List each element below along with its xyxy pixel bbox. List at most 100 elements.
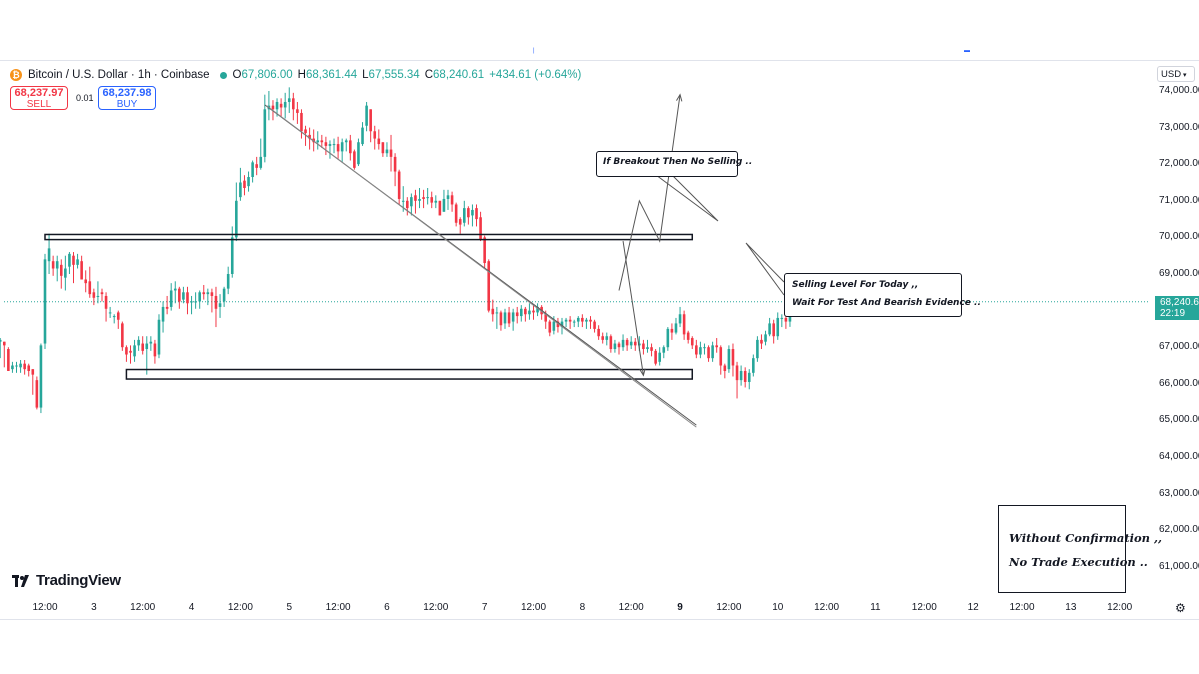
candle-body bbox=[731, 349, 735, 366]
candle-body bbox=[121, 323, 124, 348]
candle-body bbox=[479, 217, 482, 240]
candle-body bbox=[756, 339, 759, 359]
candle-body bbox=[434, 200, 438, 203]
candle-body bbox=[617, 343, 621, 348]
candle-body bbox=[381, 142, 385, 154]
candle-body bbox=[165, 306, 169, 309]
ohlc-values: O67,806.00 H68,361.44 L67,555.34 C68,240… bbox=[233, 69, 582, 81]
time-tick-label: 9 bbox=[677, 602, 683, 613]
candle-body bbox=[475, 208, 478, 220]
selling-note-pointer bbox=[745, 242, 785, 296]
price-tick-label: 69,000.00 bbox=[1159, 268, 1199, 279]
candle-body bbox=[589, 319, 592, 322]
low-key: L bbox=[362, 69, 369, 81]
candle-body bbox=[320, 140, 324, 143]
candle-body bbox=[279, 103, 283, 108]
rejection-path bbox=[622, 240, 644, 376]
candle-body bbox=[654, 350, 657, 364]
selling-note-line-2: Wait For Test And Bearish Evidence .. bbox=[792, 298, 981, 308]
candle-body bbox=[88, 281, 92, 295]
candle-body bbox=[186, 292, 189, 304]
candle-body bbox=[638, 343, 641, 346]
candle-body bbox=[19, 363, 22, 368]
time-tick-label: 4 bbox=[188, 602, 195, 613]
candle-body bbox=[776, 317, 780, 337]
candle-body bbox=[719, 347, 723, 366]
candle-body bbox=[198, 292, 201, 302]
candle-body bbox=[55, 261, 59, 269]
symbol-title[interactable]: Bitcoin / U.S. Dollar · 1h · Coinbase bbox=[28, 69, 210, 81]
candle-body bbox=[64, 268, 67, 278]
last-price-value: 68,240.61 bbox=[1160, 297, 1199, 308]
candle-body bbox=[487, 261, 491, 311]
candle-body bbox=[397, 171, 401, 199]
high-key: H bbox=[297, 69, 306, 81]
time-tick-label: 12:00 bbox=[130, 602, 156, 613]
spread-value: 0.01 bbox=[76, 93, 94, 103]
close-value: 68,240.61 bbox=[433, 69, 485, 81]
candle-body bbox=[31, 369, 35, 375]
top-bar: | ▬ bbox=[0, 0, 1199, 60]
time-tick-label: 12:00 bbox=[325, 602, 351, 613]
currency-selector[interactable]: USD ▾ bbox=[1157, 66, 1195, 82]
candle-body bbox=[784, 317, 788, 322]
sell-button[interactable]: 68,237.97 SELL bbox=[10, 86, 68, 110]
candle-body bbox=[161, 306, 165, 322]
candle-body bbox=[255, 164, 258, 168]
candle-body bbox=[593, 321, 596, 329]
bar-countdown: 22:19 bbox=[1160, 308, 1186, 319]
sell-label: SELL bbox=[26, 99, 52, 110]
candle-body bbox=[173, 288, 177, 291]
buy-price: 68,237.98 bbox=[102, 87, 152, 99]
candle-body bbox=[764, 334, 767, 342]
candle-body bbox=[703, 347, 706, 349]
warning-box: Without Confirmation ,, No Trade Executi… bbox=[998, 505, 1162, 593]
candle-body bbox=[695, 345, 698, 355]
candle-body bbox=[349, 140, 352, 154]
candle-body bbox=[495, 312, 499, 314]
candle-body bbox=[491, 308, 495, 315]
candle-body bbox=[178, 288, 181, 302]
tradingview-logo[interactable]: TradingView bbox=[12, 572, 121, 589]
price-tick-label: 63,000.00 bbox=[1159, 487, 1199, 499]
candle-body bbox=[739, 370, 743, 381]
breakout-note-box bbox=[596, 151, 738, 177]
time-tick-label: 12:00 bbox=[618, 602, 644, 613]
candle-body bbox=[389, 149, 393, 157]
candle-body bbox=[100, 292, 104, 295]
candle-body bbox=[206, 292, 210, 295]
candle-body bbox=[287, 98, 291, 102]
candle-body bbox=[68, 253, 71, 267]
candle-body bbox=[141, 343, 144, 351]
candle-body bbox=[454, 204, 458, 223]
candle-body bbox=[292, 98, 295, 110]
gear-icon[interactable]: ⚙ bbox=[1175, 601, 1186, 615]
candle-body bbox=[169, 290, 173, 307]
open-value: 67,806.00 bbox=[241, 69, 293, 81]
candle-body bbox=[499, 312, 503, 326]
top-scroll-mark: ▬ bbox=[964, 48, 970, 54]
candle-body bbox=[84, 279, 88, 284]
candle-body bbox=[426, 197, 429, 199]
candle-body bbox=[752, 358, 755, 373]
candle-body bbox=[239, 182, 242, 198]
candle-body bbox=[576, 317, 580, 322]
price-tick-label: 70,000.00 bbox=[1159, 231, 1199, 243]
candle-body bbox=[316, 140, 320, 143]
candle-body bbox=[568, 319, 572, 322]
price-tick-label: 62,000.00 bbox=[1159, 524, 1199, 536]
candle-body bbox=[646, 347, 649, 350]
candle-body bbox=[194, 301, 197, 303]
candle-body bbox=[35, 380, 39, 408]
candle-body bbox=[202, 292, 206, 295]
buy-button[interactable]: 68,237.98 BUY bbox=[98, 86, 156, 110]
buy-label: BUY bbox=[116, 99, 138, 110]
breakout-path bbox=[618, 94, 681, 291]
time-tick-label: 12:00 bbox=[716, 602, 742, 613]
candle-body bbox=[0, 339, 2, 342]
sell-price: 68,237.97 bbox=[14, 87, 64, 99]
candle-body bbox=[438, 200, 442, 216]
candle-body bbox=[690, 338, 694, 346]
tradingview-icon bbox=[12, 574, 29, 587]
